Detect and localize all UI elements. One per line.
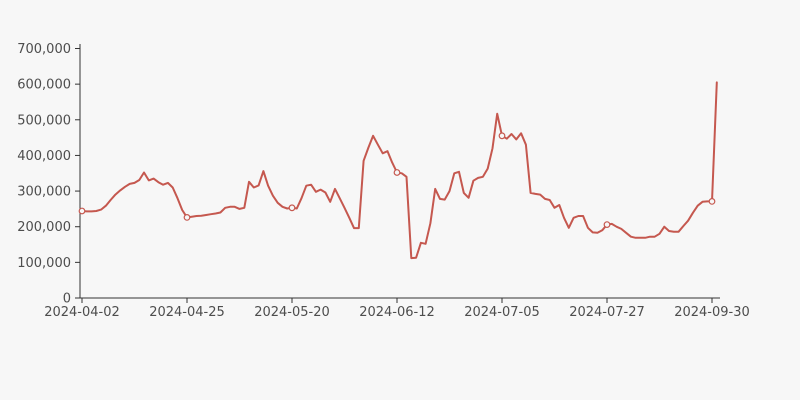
data-point-marker bbox=[708, 197, 716, 205]
x-tick-label: 2024-05-20 bbox=[254, 305, 330, 320]
data-point-marker bbox=[78, 207, 86, 215]
data-point-marker bbox=[288, 204, 296, 212]
y-tick-label: 0 bbox=[63, 292, 71, 307]
x-tick-label: 2024-07-27 bbox=[569, 305, 645, 320]
y-tick-label: 300,000 bbox=[17, 185, 71, 200]
x-tick-label: 2024-09-30 bbox=[674, 305, 750, 320]
y-tick-label: 500,000 bbox=[17, 113, 71, 128]
data-point-marker bbox=[183, 213, 191, 221]
x-tick-label: 2024-06-12 bbox=[359, 305, 435, 320]
x-tick-label: 2024-07-05 bbox=[464, 305, 540, 320]
y-tick-label: 700,000 bbox=[17, 42, 71, 57]
data-point-marker bbox=[603, 221, 611, 229]
data-point-marker bbox=[498, 132, 506, 140]
x-tick-label: 2024-04-25 bbox=[149, 305, 225, 320]
y-tick-label: 100,000 bbox=[17, 256, 71, 271]
y-tick-label: 600,000 bbox=[17, 78, 71, 93]
data-point-marker bbox=[393, 169, 401, 176]
x-tick-label: 2024-04-02 bbox=[44, 305, 120, 320]
y-tick-label: 200,000 bbox=[17, 220, 71, 235]
y-tick-label: 400,000 bbox=[17, 149, 71, 164]
